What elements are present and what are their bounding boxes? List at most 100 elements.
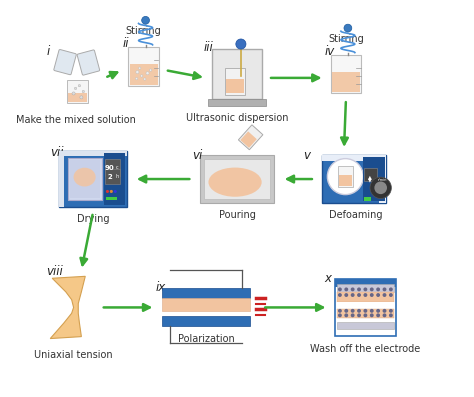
- Polygon shape: [331, 54, 361, 93]
- Circle shape: [364, 313, 367, 317]
- Circle shape: [376, 287, 380, 291]
- Circle shape: [338, 309, 342, 313]
- Circle shape: [351, 293, 355, 297]
- Text: Defoaming: Defoaming: [329, 210, 383, 220]
- Circle shape: [140, 75, 143, 77]
- Text: iii: iii: [204, 41, 214, 54]
- Circle shape: [357, 287, 361, 291]
- Ellipse shape: [209, 168, 262, 197]
- Circle shape: [357, 313, 361, 317]
- Text: ii: ii: [122, 37, 129, 50]
- FancyBboxPatch shape: [337, 322, 393, 329]
- Circle shape: [364, 293, 367, 297]
- Polygon shape: [129, 64, 158, 85]
- FancyBboxPatch shape: [103, 153, 125, 205]
- Circle shape: [370, 177, 392, 198]
- FancyBboxPatch shape: [208, 99, 266, 106]
- Text: Polarization: Polarization: [177, 334, 234, 344]
- Circle shape: [389, 313, 393, 317]
- Circle shape: [370, 313, 374, 317]
- Text: 2: 2: [108, 173, 112, 179]
- Circle shape: [146, 72, 149, 75]
- FancyBboxPatch shape: [105, 170, 120, 183]
- Circle shape: [389, 293, 393, 297]
- Circle shape: [383, 313, 386, 317]
- FancyBboxPatch shape: [59, 151, 127, 207]
- Circle shape: [114, 190, 117, 193]
- Text: h: h: [115, 174, 118, 179]
- FancyBboxPatch shape: [200, 155, 274, 203]
- Ellipse shape: [73, 168, 96, 187]
- FancyBboxPatch shape: [363, 157, 385, 201]
- Polygon shape: [67, 80, 88, 103]
- Circle shape: [142, 16, 149, 24]
- FancyBboxPatch shape: [335, 279, 395, 287]
- FancyBboxPatch shape: [322, 155, 386, 160]
- Circle shape: [149, 69, 152, 71]
- Circle shape: [376, 313, 380, 317]
- Circle shape: [338, 313, 342, 317]
- Circle shape: [236, 39, 246, 49]
- Circle shape: [370, 287, 374, 291]
- Text: Pouring: Pouring: [219, 210, 255, 220]
- Text: Wash off the electrode: Wash off the electrode: [310, 344, 420, 355]
- Circle shape: [357, 309, 361, 313]
- Circle shape: [344, 313, 348, 317]
- Text: ▼: ▼: [368, 177, 372, 183]
- Circle shape: [136, 77, 138, 80]
- FancyBboxPatch shape: [59, 151, 64, 207]
- Circle shape: [376, 309, 380, 313]
- FancyBboxPatch shape: [337, 284, 393, 292]
- Text: viii: viii: [46, 265, 63, 278]
- FancyBboxPatch shape: [364, 168, 377, 181]
- Text: 90: 90: [105, 165, 115, 171]
- Text: i: i: [46, 45, 50, 58]
- Text: v: v: [303, 149, 310, 162]
- Circle shape: [144, 78, 146, 80]
- Circle shape: [82, 91, 84, 93]
- FancyBboxPatch shape: [212, 49, 262, 99]
- Polygon shape: [332, 72, 360, 92]
- Circle shape: [364, 309, 367, 313]
- FancyBboxPatch shape: [162, 316, 250, 326]
- Circle shape: [138, 67, 141, 69]
- Text: iv: iv: [325, 45, 335, 58]
- Circle shape: [389, 287, 393, 291]
- FancyBboxPatch shape: [364, 197, 371, 201]
- Circle shape: [351, 287, 355, 291]
- Text: c: c: [116, 165, 118, 170]
- Circle shape: [370, 293, 374, 297]
- Text: x: x: [325, 272, 331, 285]
- FancyBboxPatch shape: [337, 308, 393, 318]
- Circle shape: [351, 313, 355, 317]
- FancyBboxPatch shape: [337, 166, 353, 187]
- Circle shape: [110, 190, 113, 193]
- Circle shape: [78, 85, 81, 87]
- FancyBboxPatch shape: [322, 155, 386, 203]
- Circle shape: [383, 287, 386, 291]
- FancyBboxPatch shape: [77, 50, 100, 75]
- FancyBboxPatch shape: [335, 279, 395, 335]
- Text: Uniaxial tension: Uniaxial tension: [34, 350, 113, 360]
- Circle shape: [344, 287, 348, 291]
- Text: r/min: r/min: [377, 178, 386, 182]
- Circle shape: [338, 287, 342, 291]
- FancyBboxPatch shape: [68, 158, 101, 200]
- Text: Ultrasonic dispersion: Ultrasonic dispersion: [186, 113, 288, 123]
- Circle shape: [344, 24, 352, 32]
- Text: Stirring: Stirring: [328, 34, 364, 44]
- FancyBboxPatch shape: [162, 297, 250, 311]
- FancyBboxPatch shape: [204, 159, 270, 199]
- Text: Drying: Drying: [77, 214, 109, 224]
- FancyBboxPatch shape: [105, 159, 120, 176]
- FancyBboxPatch shape: [225, 68, 245, 94]
- FancyBboxPatch shape: [379, 155, 386, 203]
- FancyBboxPatch shape: [162, 287, 250, 297]
- Text: Stirring: Stirring: [126, 26, 162, 36]
- Text: vii: vii: [50, 146, 64, 159]
- FancyBboxPatch shape: [339, 175, 352, 185]
- Text: ▲: ▲: [368, 174, 372, 179]
- FancyBboxPatch shape: [337, 292, 393, 302]
- Circle shape: [364, 287, 367, 291]
- FancyBboxPatch shape: [59, 151, 127, 156]
